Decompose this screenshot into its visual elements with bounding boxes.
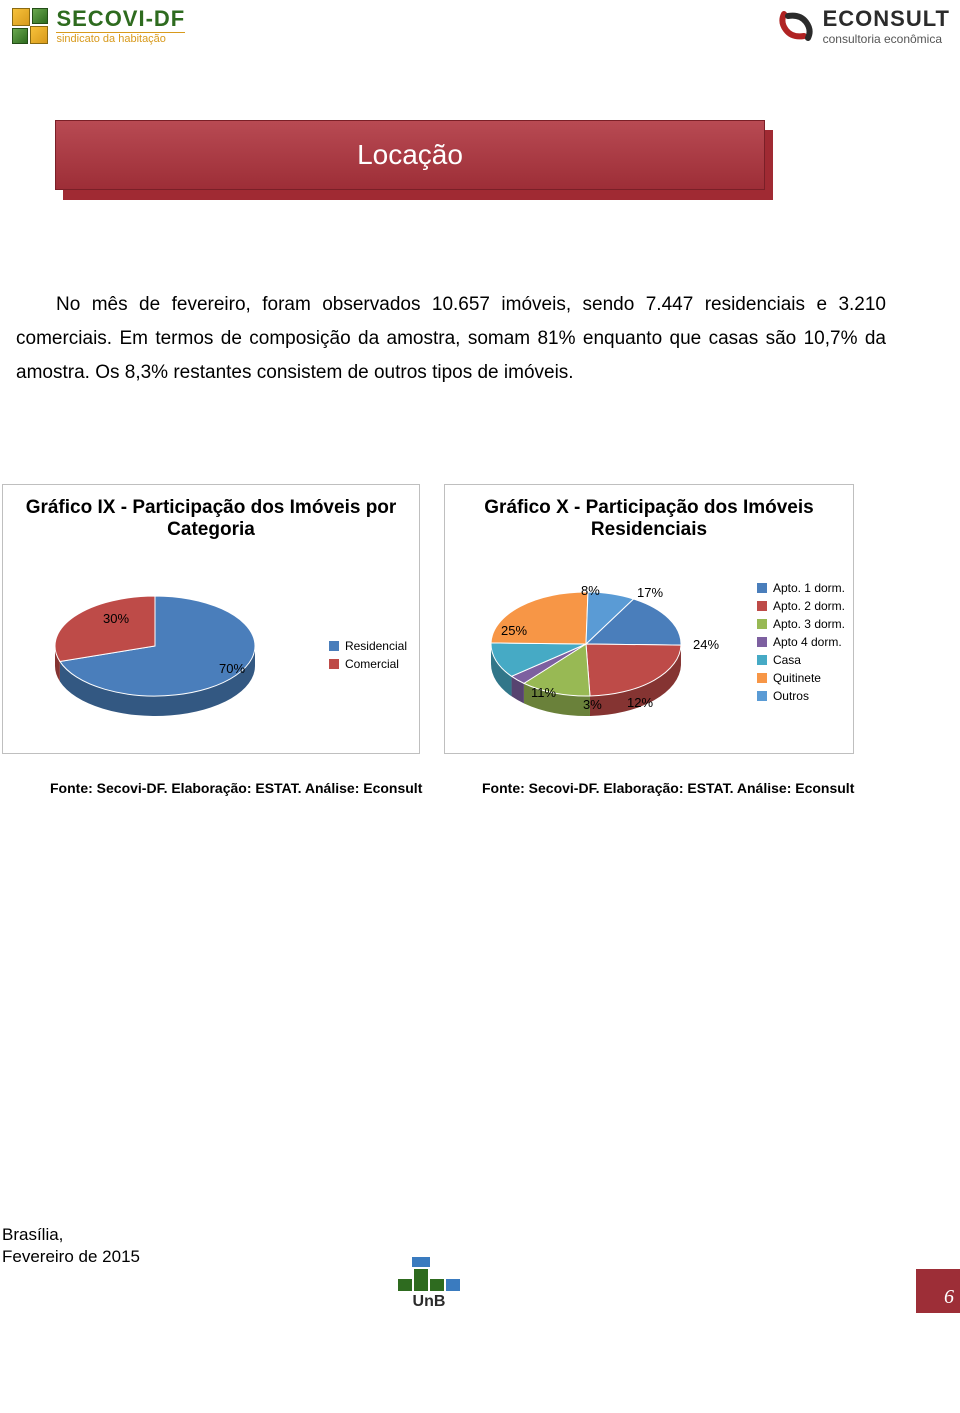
- legend-swatch-icon: [329, 659, 339, 669]
- legend-label: Apto. 1 dorm.: [773, 581, 845, 595]
- legend-swatch-icon: [329, 641, 339, 651]
- legend-item: Apto 4 dorm.: [757, 635, 845, 649]
- legend-swatch-icon: [757, 619, 767, 629]
- econsult-mark-icon: [778, 8, 814, 44]
- legend-swatch-icon: [757, 655, 767, 665]
- legend-label: Residencial: [345, 639, 407, 653]
- chart-x-slice-label: 17%: [637, 585, 663, 600]
- chart-x-slice-label: 8%: [581, 583, 600, 598]
- chart-x-legend: Apto. 1 dorm. Apto. 2 dorm. Apto. 3 dorm. A…: [757, 577, 845, 707]
- banner-title: Locação: [357, 139, 463, 171]
- legend-swatch-icon: [757, 637, 767, 647]
- legend-item: Residencial: [329, 639, 407, 653]
- footer-location: Brasília, Fevereiro de 2015: [2, 1224, 140, 1268]
- legend-label: Apto 4 dorm.: [773, 635, 842, 649]
- page-header: SECOVI-DF sindicato da habitação ECONSUL…: [0, 6, 960, 56]
- legend-item: Comercial: [329, 657, 407, 671]
- econsult-logo: ECONSULT consultoria econômica: [778, 6, 950, 46]
- unb-logo: UnB: [398, 1257, 460, 1311]
- legend-label: Casa: [773, 653, 801, 667]
- secovi-name: SECOVI-DF: [56, 6, 185, 32]
- section-banner: Locação: [55, 120, 773, 198]
- chart-ix-slice-label: 70%: [219, 661, 245, 676]
- intro-text: No mês de fevereiro, foram observados 10…: [16, 288, 886, 390]
- chart-x-slice-label: 12%: [627, 695, 653, 710]
- chart-ix-source: Fonte: Secovi-DF. Elaboração: ESTAT. Aná…: [50, 780, 422, 796]
- chart-ix-slice-label: 30%: [103, 611, 129, 626]
- chart-x-slice-label: 11%: [531, 685, 556, 700]
- unb-label: UnB: [398, 1293, 460, 1311]
- chart-ix-title: Gráfico IX - Participação dos Imóveis po…: [3, 485, 419, 541]
- legend-item: Casa: [757, 653, 845, 667]
- chart-ix-legend: Residencial Comercial: [329, 635, 407, 675]
- chart-x-title: Gráfico X - Participação dos Imóveis Res…: [445, 485, 853, 541]
- legend-swatch-icon: [757, 583, 767, 593]
- chart-x-slice-label: 3%: [583, 697, 602, 712]
- intro-paragraph: No mês de fevereiro, foram observados 10…: [16, 288, 886, 390]
- chart-x-slice-label: 24%: [693, 637, 719, 652]
- legend-item: Outros: [757, 689, 845, 703]
- legend-item: Quitinete: [757, 671, 845, 685]
- charts-row: Gráfico IX - Participação dos Imóveis po…: [2, 484, 856, 754]
- legend-label: Apto. 3 dorm.: [773, 617, 845, 631]
- secovi-tagline: sindicato da habitação: [56, 32, 185, 45]
- legend-label: Apto. 2 dorm.: [773, 599, 845, 613]
- econsult-name: ECONSULT: [823, 6, 950, 32]
- secovi-logo: SECOVI-DF sindicato da habitação: [12, 6, 185, 45]
- legend-swatch-icon: [757, 691, 767, 701]
- legend-label: Outros: [773, 689, 809, 703]
- legend-label: Quitinete: [773, 671, 821, 685]
- chart-ix-panel: Gráfico IX - Participação dos Imóveis po…: [2, 484, 420, 754]
- footer-city: Brasília,: [2, 1224, 140, 1246]
- econsult-tagline: consultoria econômica: [823, 32, 950, 46]
- chart-ix-pie: [15, 566, 275, 741]
- legend-label: Comercial: [345, 657, 399, 671]
- legend-swatch-icon: [757, 601, 767, 611]
- legend-item: Apto. 2 dorm.: [757, 599, 845, 613]
- chart-x-source: Fonte: Secovi-DF. Elaboração: ESTAT. Aná…: [482, 780, 854, 796]
- page-number: 6: [944, 1286, 954, 1309]
- chart-x-panel: Gráfico X - Participação dos Imóveis Res…: [444, 484, 854, 754]
- footer-date: Fevereiro de 2015: [2, 1246, 140, 1268]
- legend-item: Apto. 1 dorm.: [757, 581, 845, 595]
- legend-swatch-icon: [757, 673, 767, 683]
- chart-x-slice-label: 25%: [501, 623, 527, 638]
- page-number-box: 6: [916, 1269, 960, 1313]
- secovi-mark-icon: [12, 8, 48, 44]
- legend-item: Apto. 3 dorm.: [757, 617, 845, 631]
